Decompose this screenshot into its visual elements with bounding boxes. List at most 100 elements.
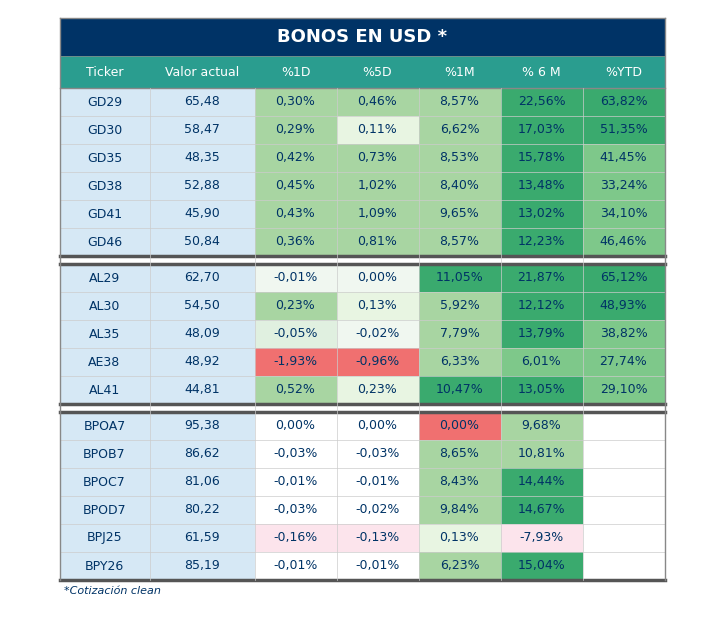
Bar [418, 228, 500, 256]
Bar [418, 264, 500, 292]
Bar [255, 496, 337, 524]
Bar [337, 468, 418, 496]
Text: 61,59: 61,59 [184, 532, 220, 544]
Text: %1D: %1D [281, 66, 311, 79]
Text: -0,16%: -0,16% [274, 532, 318, 544]
Text: GD29: GD29 [87, 95, 122, 109]
Text: 8,40%: 8,40% [439, 180, 479, 192]
Bar [418, 116, 500, 144]
Text: Valor actual: Valor actual [165, 66, 239, 79]
Bar [583, 376, 665, 404]
Text: -0,01%: -0,01% [355, 560, 400, 573]
Bar [583, 348, 665, 376]
Bar [337, 348, 418, 376]
Text: 38,82%: 38,82% [599, 328, 647, 341]
Text: Ticker: Ticker [85, 66, 123, 79]
Text: 51,35%: 51,35% [599, 123, 647, 137]
Bar [500, 144, 583, 172]
Text: -0,03%: -0,03% [274, 504, 318, 516]
Bar [149, 264, 255, 292]
Bar [418, 376, 500, 404]
Bar [337, 144, 418, 172]
Text: 52,88: 52,88 [184, 180, 220, 192]
Bar [337, 56, 418, 88]
Bar [583, 468, 665, 496]
Bar [255, 468, 337, 496]
Text: AE38: AE38 [88, 355, 121, 369]
Bar [59, 440, 149, 468]
Text: 14,44%: 14,44% [518, 475, 565, 488]
Bar [149, 376, 255, 404]
Text: BPOB7: BPOB7 [83, 447, 126, 461]
Text: 27,74%: 27,74% [599, 355, 647, 369]
Bar [59, 200, 149, 228]
Text: -0,05%: -0,05% [273, 328, 318, 341]
Text: 54,50: 54,50 [184, 300, 220, 312]
Text: 13,02%: 13,02% [518, 208, 565, 220]
Text: GD41: GD41 [87, 208, 122, 220]
Bar [59, 144, 149, 172]
Text: 21,87%: 21,87% [518, 272, 565, 284]
Bar [583, 200, 665, 228]
Bar [500, 440, 583, 468]
Bar [500, 88, 583, 116]
Bar [418, 440, 500, 468]
Text: 6,23%: 6,23% [439, 560, 479, 573]
Text: -0,96%: -0,96% [355, 355, 400, 369]
Bar [59, 18, 665, 56]
Text: BPJ25: BPJ25 [87, 532, 122, 544]
Bar [418, 348, 500, 376]
Bar [59, 56, 149, 88]
Text: 44,81: 44,81 [184, 383, 220, 397]
Bar [337, 172, 418, 200]
Text: 7,79%: 7,79% [439, 328, 479, 341]
Bar [583, 228, 665, 256]
Text: 8,57%: 8,57% [439, 236, 479, 249]
Text: BPOD7: BPOD7 [83, 504, 126, 516]
Text: 65,48: 65,48 [184, 95, 220, 109]
Bar [500, 116, 583, 144]
Text: AL30: AL30 [89, 300, 120, 312]
Text: 6,33%: 6,33% [439, 355, 479, 369]
Bar [255, 376, 337, 404]
Bar [255, 348, 337, 376]
Text: 0,52%: 0,52% [276, 383, 316, 397]
Bar [149, 292, 255, 320]
Text: 10,81%: 10,81% [518, 447, 565, 461]
Text: 48,92: 48,92 [184, 355, 220, 369]
Bar [500, 264, 583, 292]
Bar [583, 320, 665, 348]
Bar [337, 292, 418, 320]
Bar [500, 292, 583, 320]
Text: GD35: GD35 [87, 151, 122, 164]
Text: 0,45%: 0,45% [276, 180, 316, 192]
Text: 0,23%: 0,23% [276, 300, 316, 312]
Text: % 6 M: % 6 M [522, 66, 561, 79]
Text: AL41: AL41 [89, 383, 120, 397]
Text: %5D: %5D [363, 66, 392, 79]
Bar [59, 88, 149, 116]
Bar [59, 376, 149, 404]
Bar [583, 172, 665, 200]
Text: BPOA7: BPOA7 [83, 419, 126, 433]
Bar [255, 320, 337, 348]
Bar [337, 440, 418, 468]
Text: 0,00%: 0,00% [439, 419, 479, 433]
Text: 62,70: 62,70 [184, 272, 220, 284]
Bar [59, 320, 149, 348]
Text: 0,29%: 0,29% [276, 123, 316, 137]
Bar [337, 376, 418, 404]
Text: 8,53%: 8,53% [439, 151, 479, 164]
Text: 33,24%: 33,24% [599, 180, 647, 192]
Text: %YTD: %YTD [605, 66, 642, 79]
Bar [337, 88, 418, 116]
Bar [583, 144, 665, 172]
Bar [59, 264, 149, 292]
Text: 48,09: 48,09 [184, 328, 220, 341]
Bar [255, 144, 337, 172]
Text: 13,48%: 13,48% [518, 180, 565, 192]
Bar [59, 524, 149, 552]
Text: 15,78%: 15,78% [518, 151, 565, 164]
Bar [255, 524, 337, 552]
Bar [255, 552, 337, 580]
